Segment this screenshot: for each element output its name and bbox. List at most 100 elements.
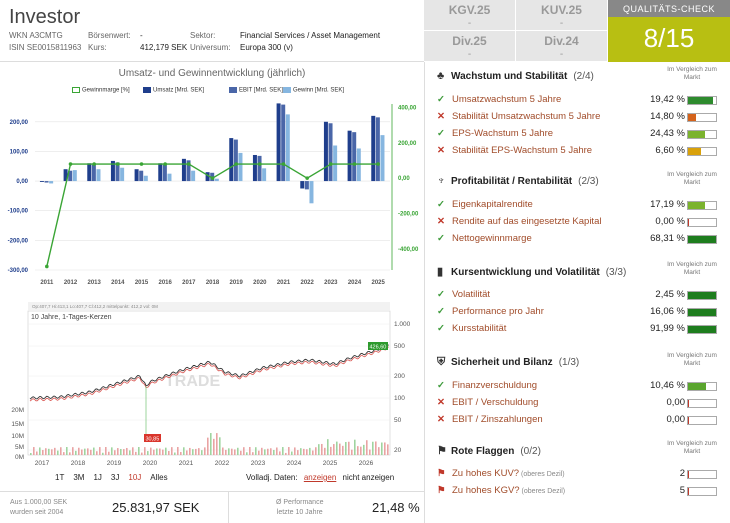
- volume-bar: [222, 447, 224, 455]
- legend-item-0[interactable]: Gewinnmarge [%]: [72, 87, 130, 97]
- criterion-label: EPS-Wachstum 5 Jahre: [452, 128, 554, 139]
- volume-bar: [180, 451, 182, 455]
- legend-item-2[interactable]: EBIT [Mrd. SEK]: [229, 87, 283, 97]
- bar-ebit: [162, 164, 167, 182]
- criterion-value: 16,06 %: [650, 306, 685, 317]
- price-tick: 100: [394, 395, 405, 402]
- volume-bar: [153, 449, 155, 455]
- criterion-row[interactable]: ✓ Kursstabilität 91,99 %: [437, 323, 725, 339]
- criterion-row[interactable]: ✕ Stabilität EPS-Wachstum 5 Jahre 6,60 %: [437, 145, 725, 161]
- criterion-row[interactable]: ✓ Eigenkapitalrendite 17,19 %: [437, 199, 725, 215]
- section-header[interactable]: ♣ Wachstum und Stabilität (2/4): [437, 70, 725, 82]
- bar-gewinn: [333, 145, 338, 182]
- volume-bar: [96, 451, 98, 455]
- criterion-row[interactable]: ✕ EBIT / Zinszahlungen 0,00: [437, 414, 725, 430]
- div25-cell[interactable]: Div.25-: [424, 31, 516, 62]
- volume-bar: [171, 447, 173, 455]
- volume-tick: 20M: [11, 407, 24, 414]
- cross-icon: ✕: [437, 145, 445, 156]
- volume-bar: [108, 451, 110, 455]
- criterion-row[interactable]: ✕ EBIT / Verschuldung 0,00: [437, 397, 725, 413]
- volume-tick: 0M: [15, 454, 24, 461]
- criterion-row[interactable]: ✕ Rendite auf das eingesetzte Kapital 0,00…: [437, 216, 725, 232]
- x-tick-label: 2024: [287, 460, 302, 467]
- criterion-label: Zu hohes KUV?: [452, 468, 520, 479]
- criterion-value: 14,80 %: [650, 111, 685, 122]
- price-tick: 50: [394, 417, 402, 424]
- criterion-row[interactable]: ✕ Stabilität Umsatzwachstum 5 Jahre 14,80 …: [437, 111, 725, 127]
- comparison-bar-fill: [688, 326, 716, 333]
- legend-item-3[interactable]: Gewinn [Mrd. SEK]: [283, 87, 344, 97]
- nicht-anzeigen-link[interactable]: nicht anzeigen: [342, 473, 395, 482]
- range-button-10j[interactable]: 10J: [128, 473, 142, 482]
- comparison-bar-fill: [688, 309, 716, 316]
- volume-bar: [366, 440, 368, 455]
- criterion-row[interactable]: ✓ Volatilität 2,45 %: [437, 289, 725, 305]
- x-tick-label: 2011: [40, 280, 54, 286]
- criterion-label: Kursstabilität: [452, 323, 507, 334]
- volume-bar: [237, 447, 239, 455]
- ohlc-bar: [28, 302, 390, 310]
- comparison-bar: [687, 399, 717, 408]
- legend-swatch: [229, 87, 237, 93]
- criterion-row[interactable]: ⚑ Zu hohes KGV? (oberes Dezil) 5: [437, 485, 725, 501]
- price-line-down: [29, 346, 389, 402]
- section-header[interactable]: ♆ Profitabilität / Rentabilität (2/3): [437, 175, 725, 187]
- anzeigen-link[interactable]: anzeigen: [303, 473, 337, 482]
- volladj-controls: Volladj. Daten: anzeigen nicht anzeigen: [246, 473, 394, 482]
- range-button-alles[interactable]: Alles: [150, 473, 168, 482]
- bar-umsatz: [134, 169, 139, 182]
- bar-gewinn: [238, 152, 243, 182]
- price-tick: 500: [394, 343, 405, 350]
- quality-check[interactable]: QUALITÄTS-CHECK 8/15: [608, 0, 730, 62]
- check-icon: ✓: [437, 233, 445, 244]
- volume-bar: [126, 447, 128, 455]
- criterion-row[interactable]: ✓ Nettogewinnmarge 68,31 %: [437, 233, 725, 249]
- criterion-label: Nettogewinnmarge: [452, 233, 532, 244]
- margin-point: [116, 162, 120, 166]
- comparison-bar-fill: [688, 97, 714, 104]
- legend-label: Umsatz [Mrd. SEK]: [153, 87, 205, 94]
- quality-panel: ♣ Wachstum und Stabilität (2/4) Im Vergleic…: [424, 62, 730, 523]
- volume-bar: [87, 448, 89, 455]
- chart-frame: [27, 310, 391, 456]
- section-header[interactable]: ⛨ Sicherheit und Bilanz (1/3): [437, 356, 725, 369]
- volume-tick: 15M: [11, 421, 24, 428]
- legend-item-1[interactable]: Umsatz [Mrd. SEK]: [143, 87, 204, 97]
- criterion-row[interactable]: ✓ Performance pro Jahr 16,06 %: [437, 306, 725, 322]
- x-tick-label: 2023: [251, 460, 266, 467]
- bar-ebit: [139, 170, 144, 182]
- range-button-3m[interactable]: 3M: [73, 473, 85, 482]
- volume-bar: [288, 447, 290, 455]
- criterion-value: 2: [679, 468, 685, 479]
- range-button-1t[interactable]: 1T: [55, 473, 65, 482]
- range-button-1j[interactable]: 1J: [93, 473, 102, 482]
- criterion-row[interactable]: ✓ Finanzverschuldung 10,46 %: [437, 380, 725, 396]
- stock-chart[interactable]: Op:407,7 Hi:413,1 Lo:407,7 Cl:412,2 mitt…: [0, 302, 424, 470]
- kuv-cell[interactable]: KUV.25-: [516, 0, 608, 31]
- criterion-row[interactable]: ⚑ Zu hohes KUV? (oberes Dezil) 2: [437, 468, 725, 484]
- bar-gewinn: [214, 178, 219, 182]
- margin-point: [210, 176, 215, 180]
- criterion-label: Umsatzwachstum 5 Jahre: [452, 94, 562, 105]
- comparison-bar: [687, 325, 717, 334]
- kgv-cell[interactable]: KGV.25-: [424, 0, 516, 31]
- criterion-row[interactable]: ✓ EPS-Wachstum 5 Jahre 24,43 %: [437, 128, 725, 144]
- section-header[interactable]: ▮ Kursentwicklung und Volatilität (3/3): [437, 265, 725, 278]
- section-header[interactable]: ⚑ Rote Flaggen (0/2): [437, 444, 725, 457]
- bar-ebit: [352, 132, 357, 182]
- volume-bar: [204, 447, 206, 455]
- section-count: (1/3): [558, 357, 580, 368]
- bar-ebit: [281, 104, 286, 182]
- volume-bar: [321, 443, 323, 455]
- volume-bar: [231, 448, 233, 455]
- volume-bar: [117, 448, 119, 455]
- criterion-sub: (oberes Dezil): [519, 488, 566, 495]
- range-button-3j[interactable]: 3J: [110, 473, 120, 482]
- div24-cell[interactable]: Div.24-: [516, 31, 608, 62]
- bar-gewinn: [96, 169, 101, 182]
- criterion-row[interactable]: ✓ Umsatzwachstum 5 Jahre 19,42 %: [437, 94, 725, 110]
- check-icon: ✓: [437, 380, 445, 391]
- stock-header: Investor WKN A3CMTG ISIN SE0015811963 Bö…: [0, 0, 424, 62]
- criterion-value: 0,00: [666, 397, 686, 408]
